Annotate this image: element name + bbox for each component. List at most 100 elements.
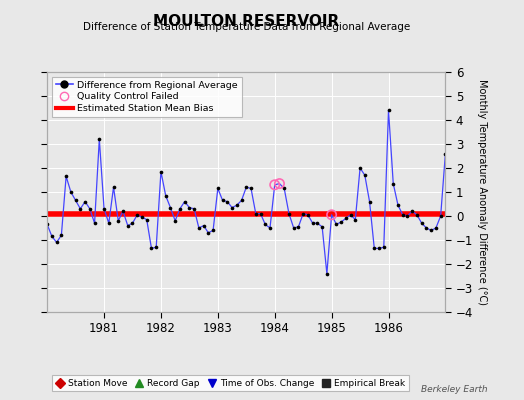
Point <box>76 206 84 212</box>
Point <box>365 198 374 205</box>
Point <box>422 225 431 231</box>
Point <box>289 225 298 231</box>
Point <box>294 224 303 230</box>
Point <box>214 185 222 192</box>
Point <box>43 221 51 228</box>
Point <box>81 198 89 205</box>
Point <box>200 222 208 229</box>
Point <box>62 173 70 180</box>
Point <box>119 208 127 214</box>
Point <box>446 162 454 169</box>
Point <box>105 220 113 226</box>
Point <box>114 218 123 224</box>
Point <box>228 204 236 211</box>
Point <box>361 172 369 178</box>
Point <box>484 233 492 240</box>
Point <box>379 244 388 250</box>
Point <box>138 214 146 220</box>
Point <box>261 221 269 228</box>
Point <box>90 220 99 226</box>
Point <box>342 215 350 222</box>
Point <box>285 210 293 217</box>
Point <box>370 245 378 252</box>
Point <box>432 225 440 231</box>
Legend: Difference from Regional Average, Quality Control Failed, Estimated Station Mean: Difference from Regional Average, Qualit… <box>52 77 242 117</box>
Point <box>455 146 464 152</box>
Point <box>67 189 75 195</box>
Point <box>503 192 511 199</box>
Point <box>180 198 189 205</box>
Point <box>299 210 308 217</box>
Point <box>48 233 56 240</box>
Point <box>384 107 392 114</box>
Point <box>185 204 193 211</box>
Point <box>85 206 94 212</box>
Point <box>356 165 364 171</box>
Point <box>171 218 179 224</box>
Point <box>465 189 473 195</box>
Point <box>143 216 151 223</box>
Point <box>219 197 227 204</box>
Point <box>394 202 402 208</box>
Point <box>313 220 322 226</box>
Point <box>337 219 345 225</box>
Point <box>451 141 459 147</box>
Point <box>237 197 246 204</box>
Point <box>470 190 478 196</box>
Point <box>488 258 497 265</box>
Point <box>52 239 61 246</box>
Point <box>460 192 468 199</box>
Text: MOULTON RESERVOIR: MOULTON RESERVOIR <box>153 14 340 29</box>
Point <box>413 212 421 218</box>
Point <box>427 227 435 234</box>
Point <box>110 184 118 190</box>
Point <box>328 212 336 218</box>
Point <box>418 220 426 226</box>
Point <box>147 245 156 252</box>
Point <box>252 210 260 217</box>
Point <box>133 212 141 218</box>
Point <box>474 197 483 204</box>
Point <box>124 222 132 229</box>
Point <box>403 213 412 219</box>
Point <box>242 184 250 190</box>
Point <box>57 232 66 238</box>
Point <box>266 225 274 231</box>
Point <box>161 192 170 199</box>
Point <box>332 221 341 228</box>
Point <box>323 270 331 277</box>
Point <box>441 150 450 157</box>
Point <box>166 204 174 211</box>
Point <box>195 225 203 231</box>
Point <box>157 168 165 175</box>
Point <box>152 244 160 250</box>
Text: Difference of Station Temperature Data from Regional Average: Difference of Station Temperature Data f… <box>83 22 410 32</box>
Point <box>280 185 288 192</box>
Point <box>100 206 108 212</box>
Point <box>275 180 283 187</box>
Point <box>318 224 326 230</box>
Point <box>498 179 507 186</box>
Point <box>494 261 502 267</box>
Point <box>389 180 397 187</box>
Point <box>408 208 417 214</box>
Point <box>351 216 359 223</box>
Point <box>479 219 487 225</box>
Point <box>270 182 279 188</box>
Point <box>95 136 104 142</box>
Point <box>399 212 407 218</box>
Point <box>256 210 265 217</box>
Legend: Station Move, Record Gap, Time of Obs. Change, Empirical Break: Station Move, Record Gap, Time of Obs. C… <box>52 375 409 392</box>
Point <box>247 185 255 192</box>
Point <box>346 212 355 218</box>
Point <box>204 230 213 236</box>
Point <box>128 220 137 226</box>
Text: Berkeley Earth: Berkeley Earth <box>421 385 487 394</box>
Point <box>176 206 184 212</box>
Point <box>309 220 317 226</box>
Point <box>71 197 80 204</box>
Y-axis label: Monthly Temperature Anomaly Difference (°C): Monthly Temperature Anomaly Difference (… <box>477 79 487 305</box>
Point <box>209 227 217 234</box>
Point <box>304 212 312 218</box>
Point <box>375 245 383 252</box>
